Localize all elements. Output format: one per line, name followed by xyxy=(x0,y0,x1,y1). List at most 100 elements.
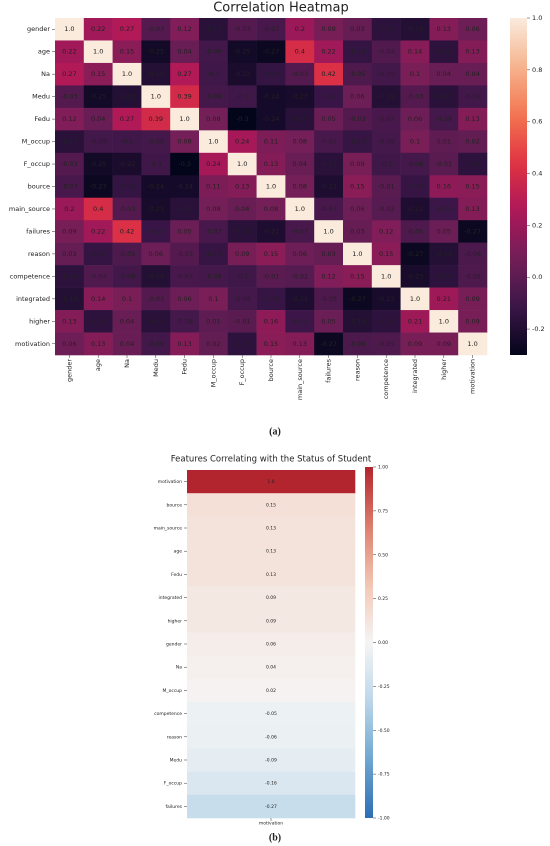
heatmap-cell xyxy=(400,197,430,221)
cell-label: -0.05 xyxy=(407,227,424,235)
x-tick-label: main_source xyxy=(296,359,304,400)
heatmap-cell xyxy=(400,175,430,199)
heatmap-cell xyxy=(141,310,171,333)
cell-label: -0.22 xyxy=(234,70,251,78)
cell-label: -0.27 xyxy=(265,804,277,810)
cell-label: -0.19 xyxy=(349,317,366,325)
heatmap-cell xyxy=(227,287,257,311)
colorbar-tick-label: -0.25 xyxy=(378,684,390,690)
cell-label: 0.15 xyxy=(120,48,134,56)
cell-label: 1.0 xyxy=(410,295,420,303)
heatmap-cell xyxy=(371,332,401,356)
cell-label: 0.13 xyxy=(91,340,105,348)
heatmap-cell xyxy=(227,107,257,131)
cell-label: 0.06 xyxy=(408,115,422,123)
heatmap-cell xyxy=(371,242,401,266)
heatmap-cell xyxy=(187,493,356,517)
heatmap-cell xyxy=(371,152,401,176)
heatmap-cell xyxy=(400,287,430,311)
cell-label: -0.03 xyxy=(349,115,366,123)
cell-label: -0.25 xyxy=(90,160,107,168)
cell-label: -0.23 xyxy=(378,295,395,303)
y-tick-label: competence xyxy=(10,272,50,280)
colorbar-tick-label: 1.0 xyxy=(532,14,542,22)
heatmap-cell xyxy=(400,310,430,333)
heatmap-cell xyxy=(458,175,488,199)
heatmap-cell xyxy=(285,197,315,221)
y-tick-label: gender xyxy=(27,25,50,33)
cell-label: -0.16 xyxy=(61,272,78,280)
cell-label: -0.16 xyxy=(435,272,452,280)
heatmap-cell xyxy=(458,62,488,86)
cell-label: -0.13 xyxy=(407,183,424,191)
heatmap-cell xyxy=(285,85,315,109)
heatmap-cell xyxy=(429,130,459,154)
cell-label: -0.09 xyxy=(464,93,481,101)
cell-label: -0.24 xyxy=(176,183,193,191)
y-tick-label: Fedu xyxy=(171,572,182,578)
cell-label: 0.42 xyxy=(120,227,134,235)
heatmap-cell xyxy=(285,242,315,266)
cell-label: -0.08 xyxy=(435,115,452,123)
heatmap-cell xyxy=(112,175,142,199)
cell-label: 0.08 xyxy=(293,138,307,146)
cell-label: -0.06 xyxy=(265,734,277,740)
colorbar-tick-label: 0.0 xyxy=(532,273,542,281)
heatmap-cell xyxy=(55,265,85,288)
cell-label: 0.09 xyxy=(437,340,451,348)
cell-label: 0.06 xyxy=(350,93,364,101)
cell-label: 0.13 xyxy=(465,115,479,123)
cell-label: 0.27 xyxy=(120,25,134,33)
cell-label: 1.0 xyxy=(208,138,218,146)
cell-label: -0.27 xyxy=(349,295,366,303)
cell-label: 0.22 xyxy=(91,227,105,235)
cell-label: 1.0 xyxy=(295,205,305,213)
heatmap-cell xyxy=(227,265,257,288)
heatmap-cell xyxy=(400,107,430,131)
cell-label: -0.24 xyxy=(147,183,164,191)
heatmap-cell xyxy=(285,130,315,154)
heatmap-cell xyxy=(227,220,257,243)
cell-label: -0.17 xyxy=(320,160,337,168)
y-tick-label: higher xyxy=(29,317,50,325)
cell-label: -0.21 xyxy=(407,205,424,213)
cell-label: -0.27 xyxy=(407,250,424,258)
heatmap-cell xyxy=(83,220,113,243)
heatmap-cell xyxy=(141,197,171,221)
x-tick-label: higher xyxy=(440,359,448,380)
y-tick-label: failures xyxy=(165,804,182,810)
heatmap-cell xyxy=(458,332,488,356)
cell-label: -0.09 xyxy=(265,758,277,764)
cell-label: -0.13 xyxy=(205,250,222,258)
cell-label: -0.21 xyxy=(263,227,280,235)
heatmap-cell xyxy=(343,175,373,199)
y-tick-label: main_source xyxy=(9,205,50,213)
heatmap-cell xyxy=(256,152,286,176)
cell-label: 1.0 xyxy=(267,479,274,485)
heatmap-cell xyxy=(256,62,286,86)
heatmap-cell xyxy=(141,175,171,199)
y-tick-label: motivation xyxy=(158,479,182,485)
cell-label: 0.09 xyxy=(321,25,335,33)
cell-label: -0.14 xyxy=(119,183,136,191)
heatmap-cell xyxy=(429,18,459,41)
colorbar-tick-label: 0.50 xyxy=(378,552,388,558)
cell-label: 0.04 xyxy=(120,340,134,348)
cell-label: 0.03 xyxy=(62,250,76,258)
cell-label: 0.13 xyxy=(465,205,479,213)
heatmap-cell xyxy=(83,332,113,356)
y-tick-label: reason xyxy=(167,734,182,740)
heatmap-cell xyxy=(429,220,459,243)
cell-label: 0.08 xyxy=(206,115,220,123)
cell-label: 0.1 xyxy=(410,138,420,146)
heatmap-cell xyxy=(112,107,142,131)
cell-label: -0.3 xyxy=(236,115,249,123)
heatmap-cell xyxy=(170,62,200,86)
cell-label: -0.08 xyxy=(176,317,193,325)
heatmap-cell xyxy=(199,107,229,131)
cell-label: 0.13 xyxy=(235,183,249,191)
cell-label: 0.03 xyxy=(350,25,364,33)
cell-label: 0.02 xyxy=(465,138,479,146)
cell-label: 0.04 xyxy=(293,160,307,168)
heatmap-cell xyxy=(256,175,286,199)
